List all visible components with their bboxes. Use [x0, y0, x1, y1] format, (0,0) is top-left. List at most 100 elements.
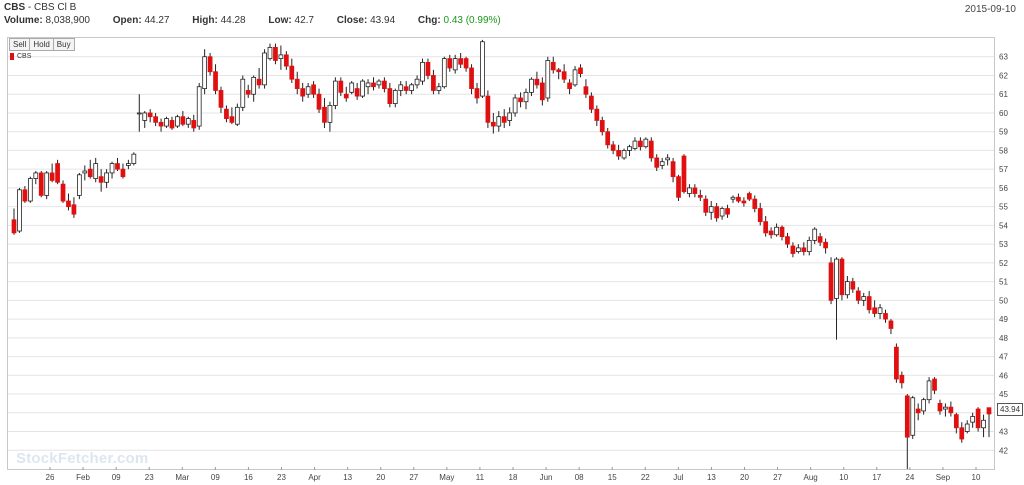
y-tick-label: 62	[999, 71, 1008, 80]
legend-label: CBS	[17, 53, 32, 60]
candle-body	[921, 399, 926, 412]
candle-body	[33, 172, 39, 179]
candle-body	[420, 61, 425, 82]
candle-body	[501, 116, 507, 123]
candle-body	[17, 189, 22, 232]
candle-body	[959, 427, 965, 440]
sell-button[interactable]: Sell	[9, 38, 31, 51]
candle-body	[785, 236, 790, 245]
x-tick-label: 18	[509, 473, 518, 482]
close-label: Close:	[336, 15, 368, 26]
y-tick-label: 53	[999, 240, 1008, 249]
x-tick-label: 24	[905, 473, 914, 482]
candle-body	[180, 116, 186, 125]
candle-body	[22, 189, 28, 202]
y-tick-label: 50	[999, 296, 1008, 305]
candle-body	[599, 120, 605, 133]
candle-body	[245, 90, 251, 95]
candle-body	[300, 88, 306, 97]
candle-body	[71, 204, 77, 215]
candle-body	[289, 65, 295, 80]
candle-body	[343, 93, 349, 99]
candle-body	[741, 200, 747, 204]
candle-body	[779, 226, 785, 238]
candle-body	[806, 239, 812, 253]
x-tick-label: Jun	[540, 473, 553, 482]
candle-body	[883, 313, 888, 320]
candle-body	[839, 258, 845, 296]
hold-button[interactable]: Hold	[29, 38, 54, 51]
candle-body	[550, 61, 556, 71]
x-tick-label: 13	[343, 473, 352, 482]
candle-body	[665, 157, 670, 161]
x-tick-label: 20	[376, 473, 385, 482]
candle-body	[403, 86, 409, 91]
candle-body	[556, 69, 562, 73]
x-tick-label: 08	[575, 473, 584, 482]
title-separator: -	[25, 2, 35, 13]
buy-button[interactable]: Buy	[52, 38, 75, 51]
close-value: 43.94	[370, 15, 396, 26]
candle-body	[697, 195, 703, 198]
candle-body	[888, 320, 894, 329]
high-label: High:	[192, 15, 218, 26]
y-tick-label: 47	[999, 353, 1008, 362]
candle-body	[768, 230, 774, 236]
candle-body	[153, 116, 158, 123]
candle-body	[605, 131, 611, 146]
candle-body	[387, 88, 393, 104]
x-tick-label: 22	[641, 473, 650, 482]
y-tick-label: 42	[999, 446, 1008, 455]
candle-body	[93, 163, 99, 179]
x-tick-label: 16	[244, 473, 253, 482]
candle-body	[795, 247, 801, 253]
x-tick-label: 09	[211, 473, 220, 482]
candle-body	[648, 140, 654, 159]
candle-body	[703, 198, 709, 213]
candle-body	[926, 380, 932, 401]
candle-body	[136, 112, 142, 115]
x-tick-label: 27	[409, 473, 418, 482]
candle-body	[224, 108, 229, 119]
candle-body	[490, 121, 496, 127]
candle-body	[567, 82, 572, 89]
candle-body	[670, 161, 676, 178]
candle-body	[714, 206, 720, 219]
trade-button-group: Sell Hold Buy	[9, 38, 75, 51]
y-tick-label: 61	[999, 90, 1008, 99]
candle-body	[654, 157, 660, 168]
y-tick-label: 48	[999, 334, 1008, 343]
candle-body	[213, 71, 218, 91]
candle-body	[382, 80, 387, 89]
candle-body	[659, 161, 665, 166]
x-tick-label: 15	[608, 473, 617, 482]
candle-body	[109, 163, 115, 174]
candle-body	[251, 76, 257, 95]
x-tick-label: 26	[46, 473, 55, 482]
candle-body	[899, 374, 905, 384]
candle-body	[518, 97, 523, 103]
x-tick-label: 20	[740, 473, 749, 482]
y-tick-label: 55	[999, 203, 1008, 212]
candle-body	[360, 80, 365, 97]
candle-body	[834, 258, 839, 299]
x-tick-label: Apr	[308, 473, 321, 482]
candle-body	[327, 105, 333, 123]
candle-body	[512, 97, 518, 114]
candle-body	[447, 58, 453, 69]
candle-body	[409, 84, 414, 91]
candle-body	[877, 307, 883, 314]
candle-body	[915, 408, 921, 414]
candle-body	[763, 221, 769, 234]
candle-body	[687, 187, 692, 194]
candle-body	[817, 236, 823, 243]
candle-body	[496, 116, 502, 127]
candle-body	[616, 150, 621, 157]
legend-swatch	[10, 53, 14, 60]
candle-body	[414, 78, 420, 86]
candle-body	[49, 172, 55, 181]
volume-value: 8,038,900	[45, 15, 91, 26]
candle-body	[376, 80, 382, 86]
candle-body	[529, 78, 534, 93]
